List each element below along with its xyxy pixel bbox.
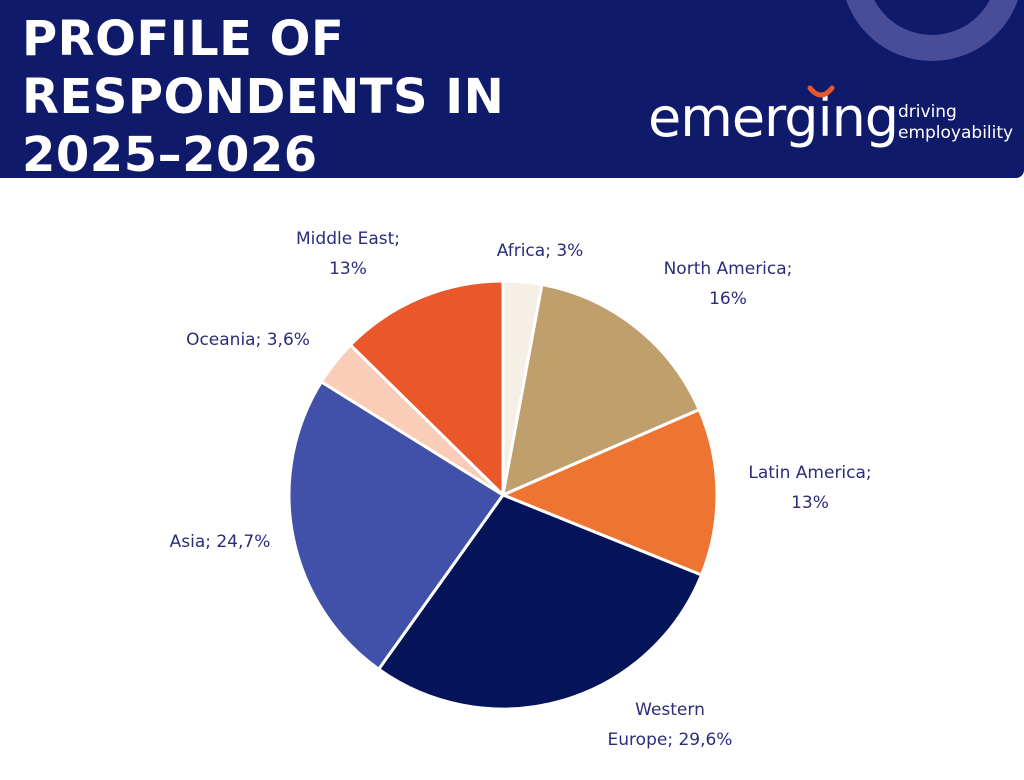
data-label-western-europe: Europe; 29,6% (608, 730, 733, 750)
tagline-line-2: employability (898, 123, 1014, 143)
title-line-2: RESPONDENTS IN (22, 69, 505, 125)
data-label-middle-east: 13% (329, 259, 367, 279)
pie-slices (287, 279, 719, 711)
tagline-line-1: driving (898, 102, 957, 122)
pie-slice-asia (287, 380, 505, 671)
decorative-ring (846, 0, 1018, 61)
pie-slice-middle-east (348, 279, 505, 497)
data-label-north-america: 16% (709, 289, 747, 309)
logo-wordmark: emerging (648, 86, 899, 149)
data-label-western-europe: Western (635, 700, 705, 720)
logo-tagline: driving employability (898, 102, 1013, 144)
data-label-latin-america: Latin America; (748, 463, 871, 483)
header-banner: PROFILE OF RESPONDENTS IN 2025–2026 emer… (0, 0, 1024, 178)
pie-labels: Africa; 3% North America; 16% Latin America… (170, 229, 872, 750)
page-title: PROFILE OF RESPONDENTS IN 2025–2026 (22, 10, 504, 178)
logo-smile-icon (807, 85, 835, 98)
data-label-latin-america: 13% (791, 493, 829, 513)
pie-slice-north-america (501, 283, 701, 497)
pie-chart: Africa; 3% North America; 16% Latin America… (170, 229, 872, 750)
data-label-north-america: North America; (664, 259, 793, 279)
pie-slice-western-europe (377, 493, 703, 711)
emerging-logo: emerging driving employability (648, 85, 1018, 158)
pie-slice-latin-america (501, 408, 719, 577)
title-line-3: 2025–2026 (22, 127, 318, 178)
data-label-oceania: Oceania; 3,6% (186, 330, 310, 350)
data-label-middle-east: Middle East; (296, 229, 400, 249)
data-label-asia: Asia; 24,7% (170, 532, 271, 552)
title-line-1: PROFILE OF (22, 11, 345, 67)
data-label-africa: Africa; 3% (497, 241, 584, 261)
